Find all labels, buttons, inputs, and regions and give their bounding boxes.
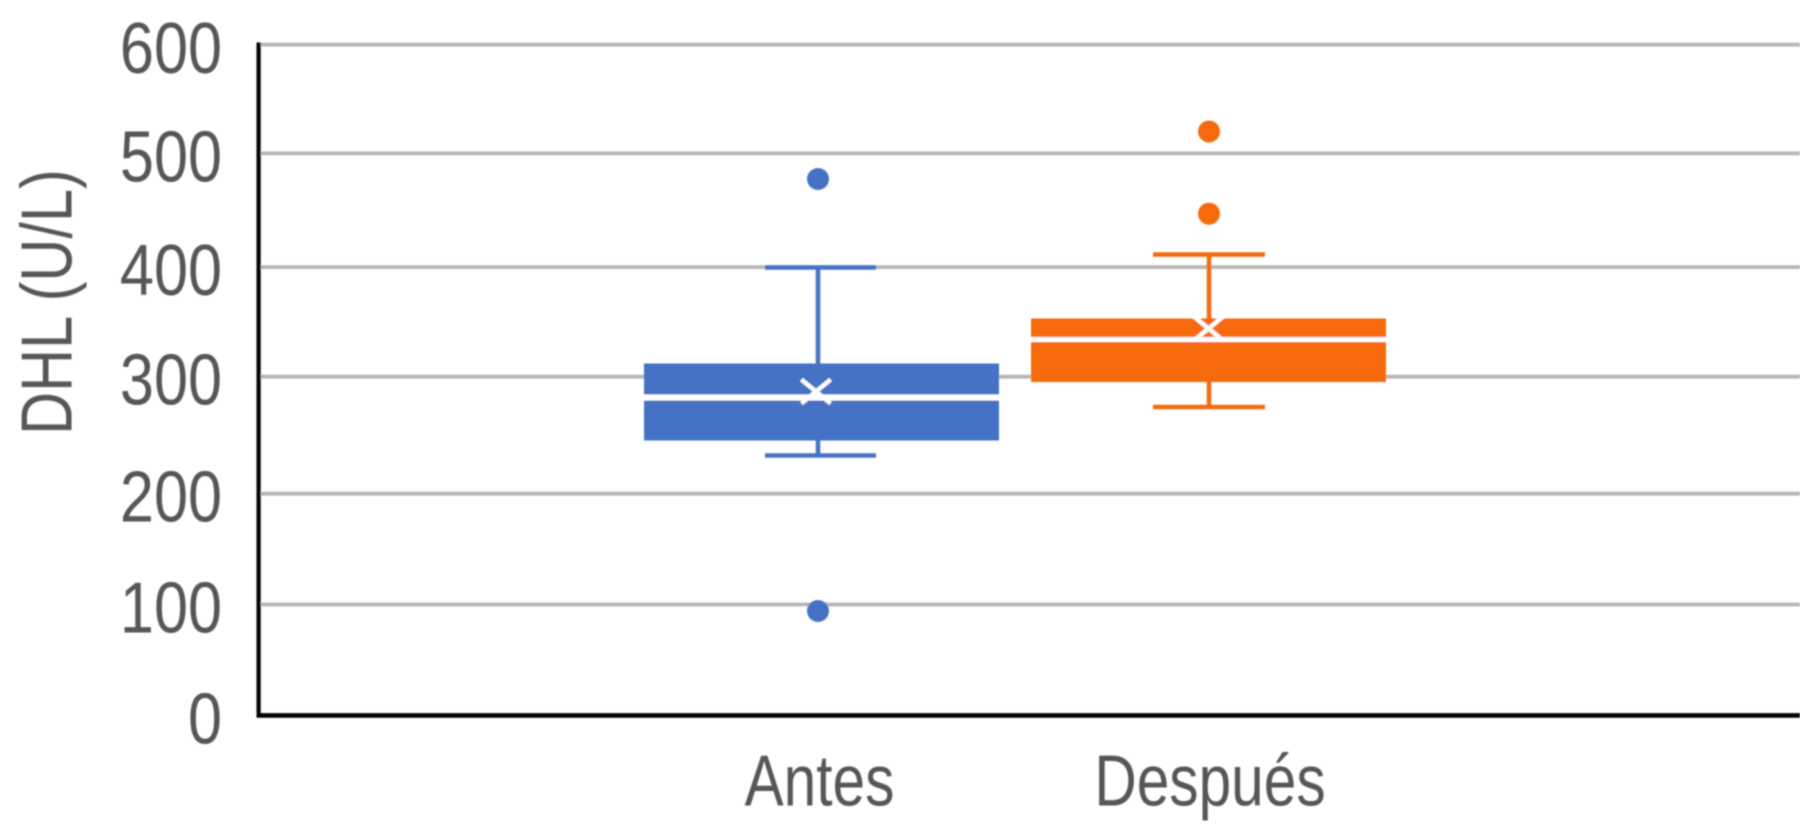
- svg-text:Después: Después: [1094, 741, 1325, 821]
- svg-text:100: 100: [120, 569, 222, 649]
- svg-text:300: 300: [120, 341, 222, 421]
- svg-text:600: 600: [120, 9, 222, 89]
- svg-text:0: 0: [188, 680, 222, 760]
- svg-text:400: 400: [120, 232, 222, 312]
- svg-text:500: 500: [120, 118, 222, 198]
- svg-text:Antes: Antes: [745, 741, 895, 821]
- svg-text:DHL (U/L): DHL (U/L): [6, 169, 87, 435]
- svg-text:200: 200: [120, 458, 222, 538]
